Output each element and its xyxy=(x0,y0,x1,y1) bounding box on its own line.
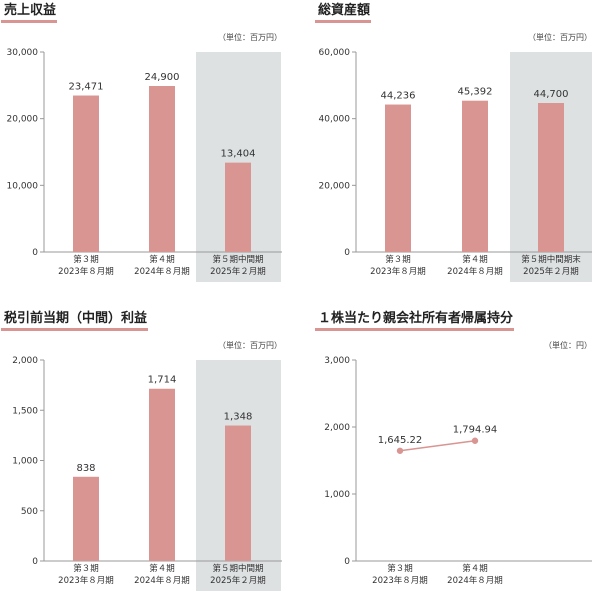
data-label: 24,900 xyxy=(145,72,180,83)
bar xyxy=(385,104,411,253)
y-tick-label: 20,000 xyxy=(319,181,351,191)
unit-label: （単位：百万円） xyxy=(528,32,592,42)
category-label: 第３期 xyxy=(73,254,99,265)
bar xyxy=(225,425,251,561)
y-tick-label: 40,000 xyxy=(319,115,351,125)
y-tick-label: 30,000 xyxy=(7,48,39,58)
y-tick-label: 500 xyxy=(21,507,38,517)
bar xyxy=(225,162,251,252)
data-label: 1,794.94 xyxy=(453,425,498,436)
data-label: 44,700 xyxy=(534,89,569,100)
category-sublabel: 2024年８月期 xyxy=(134,575,190,586)
chart-title: 税引前当期（中間）利益 xyxy=(4,310,147,326)
y-tick-label: 0 xyxy=(344,248,350,258)
category-sublabel: 2025年２月期 xyxy=(523,266,579,277)
category-label: 第４期 xyxy=(462,254,488,265)
series-line xyxy=(399,439,476,452)
y-tick-label: 10,000 xyxy=(7,181,39,191)
category-label: 第３期 xyxy=(73,563,99,574)
data-point xyxy=(471,437,479,444)
category-label: 第３期 xyxy=(387,563,413,574)
title-underline xyxy=(1,328,148,331)
chart-profit: 税引前当期（中間）利益 （単位：百万円） 0 500 1,000 1,500 2,000 83… xyxy=(1,310,282,591)
data-label: 1,348 xyxy=(224,412,253,423)
chart-equity: １株当たり親会社所有者帰属持分 （単位：円） 0 1,000 2,000 3,000 1,6… xyxy=(315,310,592,586)
y-tick-label: 1,000 xyxy=(12,457,38,467)
bar xyxy=(462,100,488,253)
category-sublabel: 2023年８月期 xyxy=(372,575,428,586)
category-sublabel: 2025年２月期 xyxy=(210,575,266,586)
data-label: 838 xyxy=(76,463,95,474)
bar xyxy=(73,476,99,561)
category-sublabel: 2024年８月期 xyxy=(134,266,190,277)
category-sublabel: 2025年２月期 xyxy=(210,266,266,277)
y-tick-label: 0 xyxy=(32,248,38,258)
category-label: 第５期中間期 xyxy=(212,254,263,265)
category-label: 第５期中間期 xyxy=(212,563,263,574)
category-label: 第４期 xyxy=(462,563,488,574)
chart-title: 総資産額 xyxy=(318,2,370,18)
data-point xyxy=(396,447,404,454)
title-underline xyxy=(315,328,514,331)
unit-label: （単位：百万円） xyxy=(218,340,282,350)
chart-assets: 総資産額 （単位：百万円） 0 20,000 40,000 60,000 44,236 45,… xyxy=(315,2,592,282)
y-tick-label: 20,000 xyxy=(7,115,39,125)
y-tick-label: 1,500 xyxy=(12,406,38,416)
category-sublabel: 2023年８月期 xyxy=(370,266,426,277)
title-underline xyxy=(315,20,371,23)
y-tick-label: 1,000 xyxy=(324,490,350,500)
category-label: 第５期中間期末 xyxy=(521,254,581,265)
data-label: 13,404 xyxy=(221,149,256,160)
category-label: 第３期 xyxy=(385,254,411,265)
category-sublabel: 2023年８月期 xyxy=(58,266,114,277)
y-tick-label: 3,000 xyxy=(324,356,350,366)
data-label: 44,236 xyxy=(381,91,416,102)
data-label: 23,471 xyxy=(69,82,104,93)
title-underline xyxy=(1,20,57,23)
data-label: 1,714 xyxy=(148,375,177,386)
y-tick-label: 2,000 xyxy=(324,423,350,433)
category-sublabel: 2023年８月期 xyxy=(58,575,114,586)
chart-sales: 売上収益 （単位：百万円） 0 10,000 20,000 30,000 23,471 24,… xyxy=(1,2,282,282)
y-tick-label: 0 xyxy=(344,557,350,567)
category-sublabel: 2024年８月期 xyxy=(447,575,503,586)
data-label: 45,392 xyxy=(458,87,493,98)
y-tick-label: 60,000 xyxy=(319,48,351,58)
bar xyxy=(149,388,175,561)
chart-title: １株当たり親会社所有者帰属持分 xyxy=(318,310,513,326)
unit-label: （単位：円） xyxy=(544,340,592,350)
unit-label: （単位：百万円） xyxy=(218,32,282,42)
y-tick-label: 0 xyxy=(32,557,38,567)
chart-title: 売上収益 xyxy=(4,2,56,18)
category-label: 第４期 xyxy=(149,563,175,574)
bar xyxy=(149,86,175,252)
y-tick-label: 2,000 xyxy=(12,356,38,366)
data-label: 1,645.22 xyxy=(378,435,423,446)
category-sublabel: 2024年８月期 xyxy=(447,266,503,277)
bar xyxy=(73,95,99,252)
category-label: 第４期 xyxy=(149,254,175,265)
bar xyxy=(538,103,564,252)
